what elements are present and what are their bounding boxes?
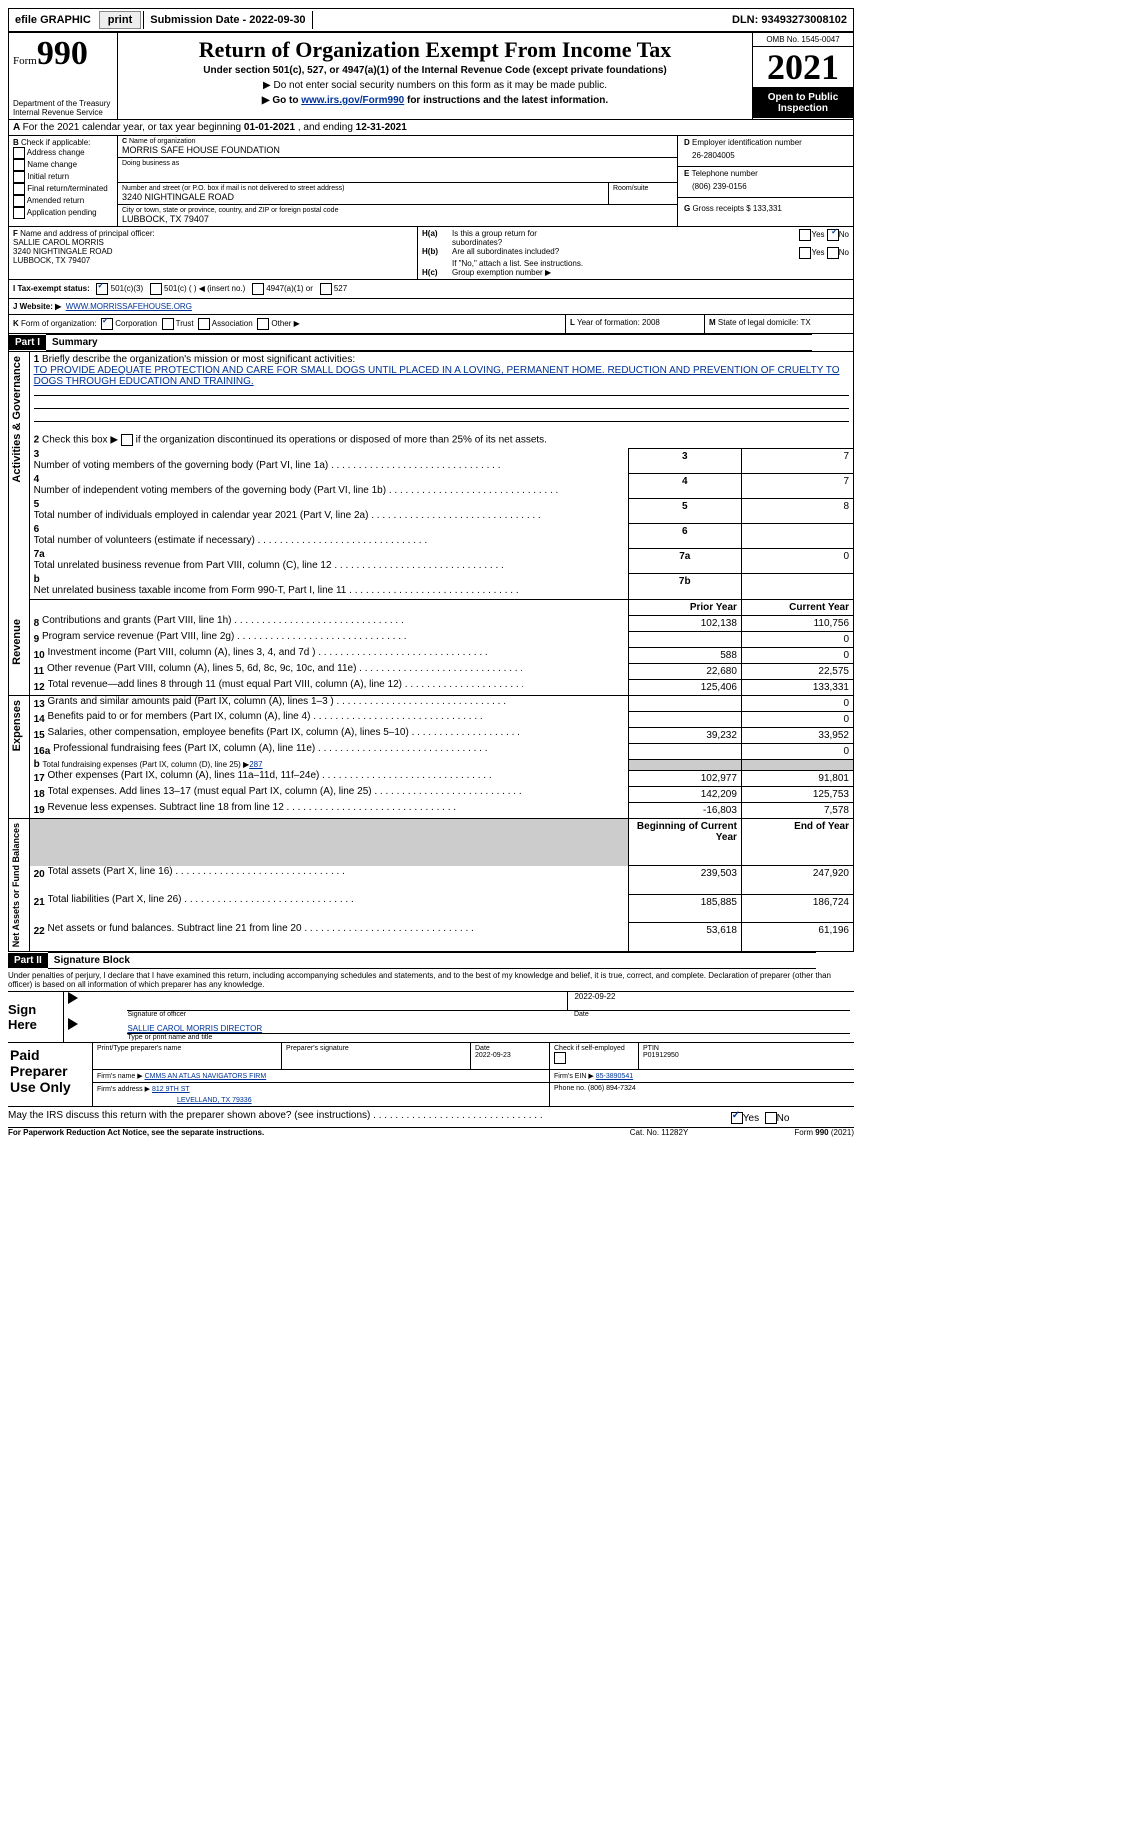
line-k: K Form of organization: Corporation Trus… xyxy=(9,315,566,334)
line-m: M State of legal domicile: TX xyxy=(705,315,854,334)
line-9: 9 Program service revenue (Part VIII, li… xyxy=(29,631,628,647)
line-17: 17 Other expenses (Part IX, column (A), … xyxy=(29,770,628,786)
line-15: 15 Salaries, other compensation, employe… xyxy=(29,727,628,743)
tax-year: 2021 xyxy=(753,47,853,88)
line-16a: 16a Professional fundraising fees (Part … xyxy=(29,743,628,759)
line-11: 11 Other revenue (Part VIII, column (A),… xyxy=(29,663,628,679)
side-netassets: Net Assets or Fund Balances xyxy=(9,819,23,951)
side-expenses: Expenses xyxy=(9,696,25,755)
submission-date: Submission Date - 2022-09-30 xyxy=(143,11,312,29)
line-18: 18 Total expenses. Add lines 13–17 (must… xyxy=(29,786,628,802)
form-note1: ▶ Do not enter social security numbers o… xyxy=(122,80,748,91)
firm-address: Firm's address ▶ 812 9TH STLEVELLAND, TX… xyxy=(93,1082,550,1106)
line-2: 2 Check this box ▶ if the organization d… xyxy=(29,432,853,449)
prep-sig-label: Preparer's signature xyxy=(282,1043,471,1070)
prep-self-employed: Check if self-employed xyxy=(550,1043,639,1070)
irs-link[interactable]: www.irs.gov/Form990 xyxy=(301,95,404,106)
line-6: 6 Total number of volunteers (estimate i… xyxy=(29,524,628,549)
section-h: H(a)Is this a group return forsubordinat… xyxy=(418,227,854,280)
line-4: 4 Number of independent voting members o… xyxy=(29,474,628,499)
line-14: 14 Benefits paid to or for members (Part… xyxy=(29,711,628,727)
dba-box: Doing business as xyxy=(118,158,677,183)
phone-box: E Telephone number(806) 239-0156 xyxy=(678,167,853,198)
line-1: 1 Briefly describe the organization's mi… xyxy=(29,352,853,433)
irs-label: Internal Revenue Service xyxy=(13,108,113,117)
discuss-line: May the IRS discuss this return with the… xyxy=(8,1107,854,1128)
penalties-text: Under penalties of perjury, I declare th… xyxy=(8,969,854,991)
gross-receipts: G Gross receipts $ 133,331 xyxy=(678,198,853,219)
line-22: 22 Net assets or fund balances. Subtract… xyxy=(29,923,628,951)
form-number: 990 xyxy=(37,35,88,72)
dept-treasury: Department of the Treasury xyxy=(13,99,113,108)
dln: DLN: 93493273008102 xyxy=(726,11,853,29)
sig-officer-label: Signature of officer xyxy=(127,1010,568,1018)
line-20: 20 Total assets (Part X, line 16) xyxy=(29,866,628,894)
open-to-public: Open to PublicInspection xyxy=(753,88,853,118)
side-revenue: Revenue xyxy=(9,615,25,669)
firm-phone: Phone no. (806) 894-7324 xyxy=(550,1082,855,1106)
firm-ein: Firm's EIN ▶ 85-3890541 xyxy=(550,1069,855,1082)
form-note2: ▶ Go to www.irs.gov/Form990 for instruct… xyxy=(122,95,748,106)
sign-here-label: Sign Here xyxy=(8,991,64,1042)
pra-notice: For Paperwork Reduction Act Notice, see … xyxy=(8,1128,584,1137)
officer-name: SALLIE CAROL MORRIS DIRECTOR xyxy=(127,1024,262,1033)
section-b: B Check if applicable: Address change Na… xyxy=(9,136,118,227)
line-13: 13 Grants and similar amounts paid (Part… xyxy=(29,695,628,711)
efile-label: efile GRAPHIC xyxy=(9,11,97,29)
cat-no: Cat. No. 11282Y xyxy=(584,1128,734,1137)
paid-preparer-label: Paid Preparer Use Only xyxy=(8,1043,93,1107)
prep-name-label: Print/Type preparer's name xyxy=(93,1043,282,1070)
line-a: A For the 2021 calendar year, or tax yea… xyxy=(8,120,854,136)
line-5: 5 Total number of individuals employed i… xyxy=(29,499,628,524)
city-box: City or town, state or province, country… xyxy=(118,205,677,226)
line-i: I Tax-exempt status: 501(c)(3) 501(c) ( … xyxy=(8,280,854,299)
form-subtitle: Under section 501(c), 527, or 4947(a)(1)… xyxy=(122,65,748,76)
form-title: Return of Organization Exempt From Incom… xyxy=(122,37,748,63)
type-print-label: Type or print name and title xyxy=(127,1033,850,1041)
omb-number: OMB No. 1545-0047 xyxy=(753,33,853,47)
print-button[interactable]: print xyxy=(99,11,141,29)
line-10: 10 Investment income (Part VIII, column … xyxy=(29,647,628,663)
org-name-box: C Name of organizationMORRIS SAFE HOUSE … xyxy=(118,136,677,158)
form-footer: Form 990 (2021) xyxy=(734,1128,854,1137)
line-7a: 7a Total unrelated business revenue from… xyxy=(29,549,628,574)
line-16b: b Total fundraising expenses (Part IX, c… xyxy=(29,759,628,770)
prep-date: Date2022-09-23 xyxy=(471,1043,550,1070)
line-12: 12 Total revenue—add lines 8 through 11 … xyxy=(29,679,628,695)
street-box: Number and street (or P.O. box if mail i… xyxy=(118,183,609,205)
form-word: Form xyxy=(13,55,37,67)
firm-name: Firm's name ▶ CMMS AN ATLAS NAVIGATORS F… xyxy=(93,1069,550,1082)
part1-header: Part ISummary xyxy=(8,334,854,351)
ein-box: D Employer identification number26-28040… xyxy=(678,136,853,167)
prep-ptin: PTINP01912950 xyxy=(639,1043,855,1070)
line-j: J Website: ▶ WWW.MORRISSAFEHOUSE.ORG xyxy=(8,299,854,315)
line-19: 19 Revenue less expenses. Subtract line … xyxy=(29,802,628,818)
side-activities: Activities & Governance xyxy=(9,352,25,487)
part2-header: Part IISignature Block xyxy=(8,952,854,969)
officer-box: F Name and address of principal officer:… xyxy=(9,227,418,280)
toolbar: efile GRAPHIC print Submission Date - 20… xyxy=(8,8,854,32)
line-3: 3 Number of voting members of the govern… xyxy=(29,449,628,474)
line-8: 8 Contributions and grants (Part VIII, l… xyxy=(29,615,628,631)
line-21: 21 Total liabilities (Part X, line 26) xyxy=(29,894,628,922)
line-l: L Year of formation: 2008 xyxy=(566,315,705,334)
line-7b: b Net unrelated business taxable income … xyxy=(29,574,628,600)
room-box: Room/suite xyxy=(609,183,678,205)
